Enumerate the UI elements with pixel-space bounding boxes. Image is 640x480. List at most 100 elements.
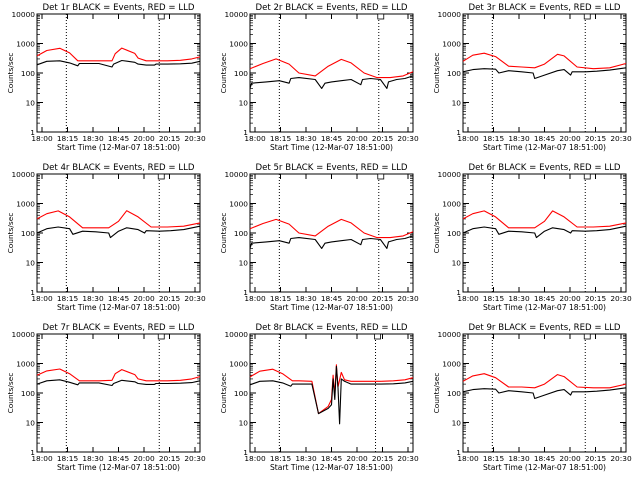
chart-1-title: Det 1r BLACK = Events, RED = LLD [42, 3, 194, 13]
chart-6-xtick-label: 18:00 [457, 294, 479, 303]
chart-5-xtick-label: 20:15 [372, 294, 394, 303]
chart-7: Det 7r BLACK = Events, RED = LLD 1 10 100 10… [6, 323, 206, 472]
chart-7-xtick-label: 18:15 [57, 454, 79, 463]
chart-3-frame [462, 13, 627, 133]
chart-9-corner-marker [583, 333, 591, 340]
chart-3-ytick-label: 100 [447, 69, 461, 78]
chart-6-frame [462, 173, 627, 293]
chart-4-series-black-events [36, 225, 201, 239]
chart-4-frame [36, 173, 201, 293]
chart-6-ytick-label: 1 [456, 288, 461, 297]
chart-5-corner-marker [377, 173, 385, 180]
chart-6-xtick-label: 18:30 [508, 294, 530, 303]
chart-7-xtick-label: 20:15 [159, 454, 181, 463]
chart-6-ytick-label: 1000 [442, 200, 461, 209]
chart-4-ytick-label: 1000 [16, 200, 35, 209]
chart-7-title: Det 7r BLACK = Events, RED = LLD [42, 323, 194, 333]
chart-5-frame [249, 173, 414, 293]
chart-4-xtick-label: 20:00 [133, 294, 155, 303]
chart-4-xtick-label: 18:45 [108, 294, 130, 303]
chart-5-xtick-label: 18:30 [295, 294, 317, 303]
chart-1-frame [36, 13, 201, 133]
chart-2-ytick-label: 10000 [224, 10, 248, 19]
chart-6-xtick-label: 20:00 [559, 294, 581, 303]
chart-4-ytick-label: 100 [21, 229, 35, 238]
chart-2-xtick-label: 18:15 [270, 134, 292, 143]
chart-3-ylabel: Counts/sec [432, 53, 441, 94]
chart-5-xtick-label: 18:45 [321, 294, 343, 303]
chart-7-frame [36, 333, 201, 453]
chart-5-xtick-label: 20:30 [397, 294, 419, 303]
chart-4: Det 4r BLACK = Events, RED = LLD 1 10 100 10… [6, 163, 206, 312]
chart-5-ytick-label: 1 [243, 288, 248, 297]
chart-3: Det 3r BLACK = Events, RED = LLD 1 10 100 10… [432, 3, 632, 152]
chart-9-ytick-label: 1000 [442, 360, 461, 369]
chart-6-series-red-lld [462, 210, 627, 229]
chart-5-xtick-label: 18:00 [244, 294, 266, 303]
chart-1-ylabel: Counts/sec [6, 53, 15, 94]
chart-4-xtick-label: 18:30 [82, 294, 104, 303]
chart-6-xtick-label: 20:15 [585, 294, 607, 303]
chart-9-ytick-label: 10 [452, 419, 462, 428]
chart-8-xtick-label: 20:00 [346, 454, 368, 463]
chart-9: Det 9r BLACK = Events, RED = LLD 1 10 100 10… [432, 323, 632, 472]
chart-9-xtick-label: 18:30 [508, 454, 530, 463]
chart-9-ylabel: Counts/sec [432, 373, 441, 414]
chart-7-xtick-label: 20:00 [133, 454, 155, 463]
chart-4-title: Det 4r BLACK = Events, RED = LLD [42, 163, 194, 173]
chart-7-corner-marker [157, 333, 165, 340]
chart-6-xtick-label: 18:45 [534, 294, 556, 303]
chart-6-ytick-label: 10 [452, 259, 462, 268]
chart-5-ytick-label: 100 [234, 229, 248, 238]
chart-3-ytick-label: 10 [452, 99, 462, 108]
chart-9-series-red-lld [462, 373, 627, 389]
chart-5-title: Det 5r BLACK = Events, RED = LLD [255, 163, 407, 173]
chart-2-xlabel: Start Time (12-Mar-07 18:51:00) [270, 143, 393, 152]
chart-8-ytick-label: 1000 [229, 360, 248, 369]
chart-2: Det 2r BLACK = Events, RED = LLD 1 10 100 10… [219, 3, 419, 152]
chart-4-ytick-label: 1 [30, 288, 35, 297]
chart-9-xtick-label: 20:00 [559, 454, 581, 463]
chart-2-ytick-label: 1 [243, 128, 248, 137]
chart-1-ytick-label: 1000 [16, 40, 35, 49]
chart-9-xtick-label: 20:30 [610, 454, 632, 463]
chart-2-xtick-label: 18:00 [244, 134, 266, 143]
chart-9-title: Det 9r BLACK = Events, RED = LLD [468, 323, 620, 333]
chart-9-xtick-label: 18:00 [457, 454, 479, 463]
chart-1-xtick-label: 20:30 [184, 134, 206, 143]
chart-2-corner-marker [377, 13, 385, 20]
chart-7-ylabel: Counts/sec [6, 373, 15, 414]
chart-6-corner-marker [583, 173, 591, 180]
chart-9-frame [462, 333, 627, 453]
chart-2-xtick-label: 20:00 [346, 134, 368, 143]
chart-4-ytick-label: 10000 [11, 170, 35, 179]
chart-3-series-red-lld [462, 52, 627, 70]
chart-8-xtick-label: 18:45 [321, 454, 343, 463]
chart-8-title: Det 8r BLACK = Events, RED = LLD [255, 323, 407, 333]
chart-8-ytick-label: 10 [239, 419, 249, 428]
chart-1-xtick-label: 18:15 [57, 134, 79, 143]
chart-2-series-red-lld [249, 58, 414, 79]
chart-3-ytick-label: 1000 [442, 40, 461, 49]
chart-1-xtick-label: 18:00 [31, 134, 53, 143]
chart-7-xtick-label: 18:30 [82, 454, 104, 463]
chart-5-series-red-lld [249, 218, 414, 239]
chart-3-xtick-label: 20:30 [610, 134, 632, 143]
chart-1-xtick-label: 20:15 [159, 134, 181, 143]
chart-1-ytick-label: 10 [26, 99, 36, 108]
chart-2-ytick-label: 1000 [229, 40, 248, 49]
chart-7-series-red-lld [36, 368, 201, 382]
chart-5-ytick-label: 10 [239, 259, 249, 268]
chart-3-xtick-label: 18:15 [483, 134, 505, 143]
chart-3-xtick-label: 18:30 [508, 134, 530, 143]
chart-3-xtick-label: 18:00 [457, 134, 479, 143]
chart-1-ytick-label: 100 [21, 69, 35, 78]
chart-8: Det 8r BLACK = Events, RED = LLD 1 10 100 10… [219, 323, 419, 472]
chart-4-xtick-label: 18:15 [57, 294, 79, 303]
chart-7-xtick-label: 18:45 [108, 454, 130, 463]
chart-7-xtick-label: 20:30 [184, 454, 206, 463]
chart-6: Det 6r BLACK = Events, RED = LLD 1 10 100 10… [432, 163, 632, 312]
chart-8-ytick-label: 100 [234, 389, 248, 398]
chart-1-xtick-label: 18:45 [108, 134, 130, 143]
chart-2-frame [249, 13, 414, 133]
